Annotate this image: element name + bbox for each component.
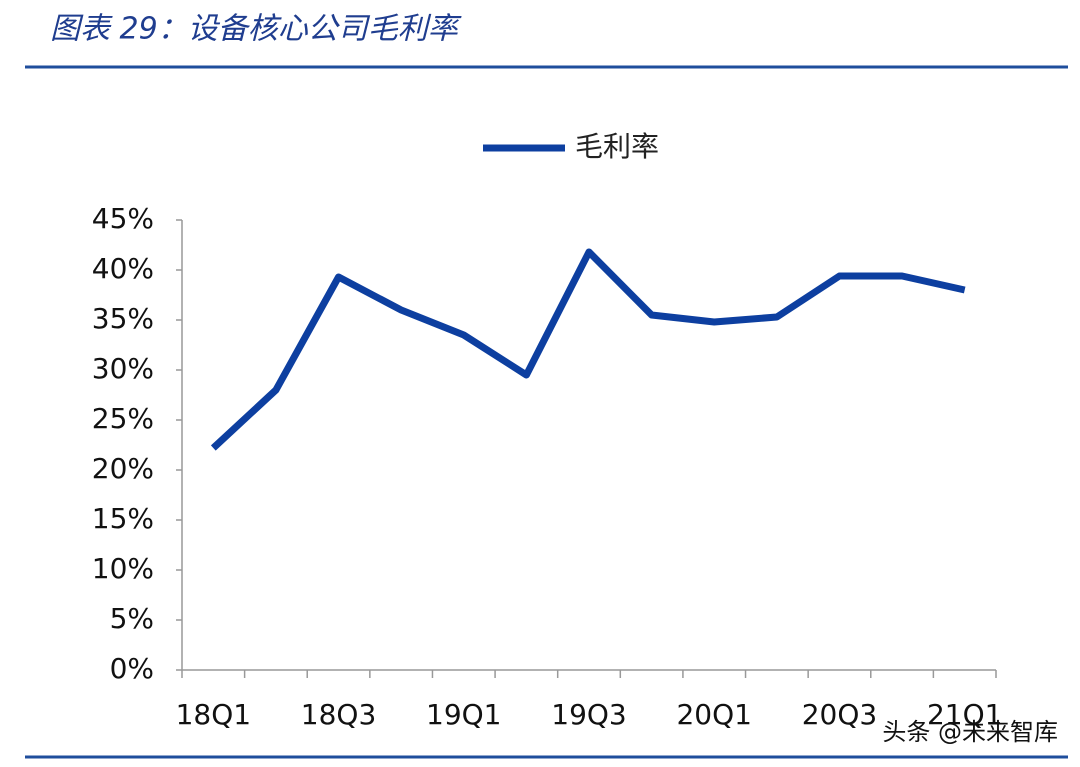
y-tick-label: 45% (92, 202, 154, 235)
data-line (210, 248, 966, 451)
x-tick-label: 19Q3 (551, 698, 626, 731)
y-tick-label: 20% (92, 452, 154, 485)
x-tick-label: 20Q1 (676, 698, 751, 731)
y-tick-label: 25% (92, 402, 154, 435)
x-tick-label: 19Q1 (426, 698, 501, 731)
y-tick-label: 5% (110, 602, 154, 635)
x-tick-label: 18Q3 (301, 698, 376, 731)
y-tick-label: 0% (110, 652, 154, 685)
y-tick-label: 10% (92, 552, 154, 585)
y-tick-label: 40% (92, 252, 154, 285)
y-tick-label: 30% (92, 352, 154, 385)
y-tick-label: 35% (92, 302, 154, 335)
legend-label: 毛利率 (575, 130, 659, 163)
x-tick-label: 21Q1 (927, 698, 1002, 731)
x-tick-label: 20Q3 (802, 698, 877, 731)
x-tick-label: 18Q1 (176, 698, 251, 731)
page-title: 图表 29：设备核心公司毛利率 (50, 12, 462, 47)
y-tick-label: 15% (92, 502, 154, 535)
watermark: 头条 @未来智库 (882, 718, 1058, 746)
